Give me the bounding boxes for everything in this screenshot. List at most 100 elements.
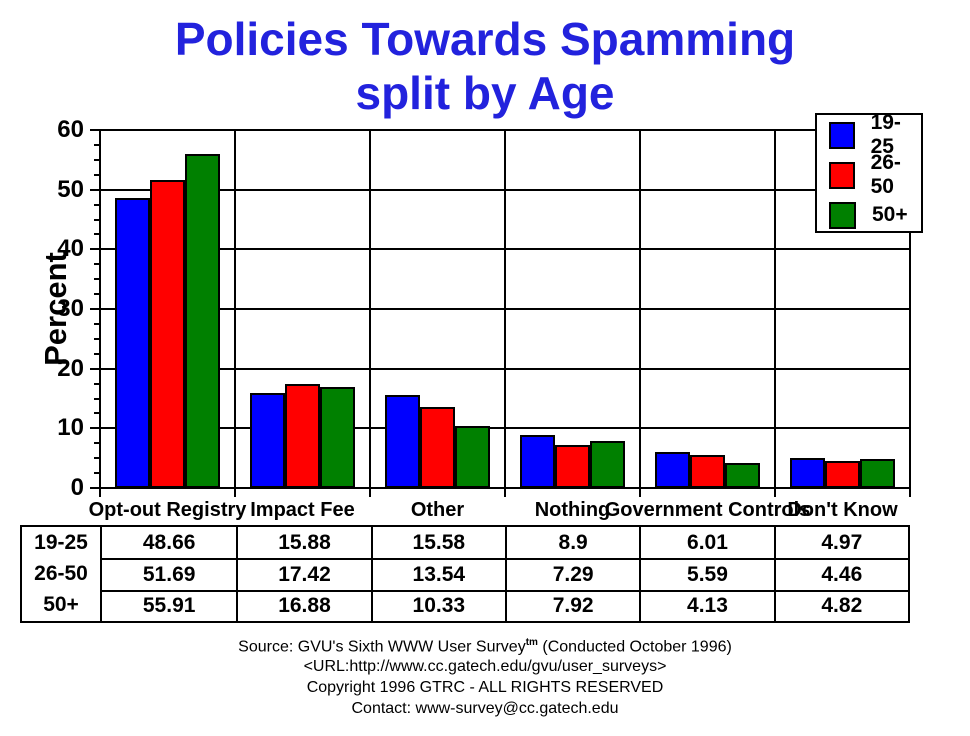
x-tick-mark [504, 488, 506, 497]
bar-50+-0 [185, 154, 220, 488]
category-label-cell: Impact Fee [235, 498, 370, 522]
category-label: Opt-out Registry [88, 499, 247, 521]
table-cell: 4.82 [773, 589, 908, 621]
bar-26-50-2 [420, 407, 455, 488]
category-label: Other [410, 499, 465, 521]
bar-26-50-4 [690, 455, 725, 488]
category-label: Don't Know [787, 499, 898, 521]
y-minor-tick-mark [94, 412, 100, 415]
table-grid: 48.66 15.88 15.58 8.9 6.01 4.97 51.69 17.42 13.5… [102, 527, 908, 621]
table-cell: 6.01 [639, 527, 773, 559]
legend-label: 50+ [872, 203, 908, 226]
y-minor-tick-mark [94, 173, 100, 176]
table-cell: 4.46 [773, 558, 908, 590]
y-minor-tick-mark [94, 457, 100, 460]
table-cell: 51.69 [102, 558, 237, 589]
bar-19-25-4 [655, 452, 690, 488]
table-row-label: 19-25 [34, 530, 88, 554]
gridline-vertical [99, 129, 101, 489]
y-tick-label: 20 [57, 354, 84, 382]
bar-19-25-3 [520, 435, 555, 488]
bar-26-50-0 [150, 180, 185, 488]
footer-copyright: Copyright 1996 GTRC - ALL RIGHTS RESERVE… [306, 679, 664, 697]
table-cell: 7.29 [504, 558, 640, 590]
bar-50+-5 [860, 459, 895, 488]
category-label: Nothing [534, 499, 611, 521]
footer-source: Source: GVU's Sixth WWW User Surveytm (C… [0, 633, 970, 657]
category-label-cell: Opt-out Registry [89, 498, 247, 522]
y-minor-tick-mark [94, 337, 100, 340]
footer-source-text: Source: GVU's Sixth WWW User Survey [238, 638, 526, 656]
y-minor-tick-mark [94, 218, 100, 221]
y-minor-tick-mark [94, 397, 100, 400]
y-minor-tick-mark [94, 233, 100, 236]
x-tick-mark [639, 488, 641, 497]
table-cell: 48.66 [142, 530, 196, 554]
bar-19-25-2 [385, 395, 420, 488]
y-tick-label: 40 [57, 235, 84, 263]
gridline-vertical [639, 129, 641, 489]
category-label-cell: Don't Know [775, 498, 910, 522]
y-minor-tick-mark [94, 158, 100, 161]
legend-swatch [829, 121, 855, 149]
category-labels: Opt-out Registry Impact Fee Other Nothing Go… [89, 498, 910, 522]
x-tick-mark [234, 488, 236, 497]
footer-url: <URL:http://www.cc.gatech.edu/gvu/user_s… [303, 658, 667, 676]
footer: Source: GVU's Sixth WWW User Surveytm (C… [0, 633, 970, 719]
table-cell: 55.91 [102, 589, 237, 621]
legend-item: 50+ [829, 201, 908, 229]
bar-19-25-5 [790, 458, 825, 488]
bar-50+-2 [455, 426, 490, 488]
table-cell: 15.88 [236, 527, 370, 559]
table-row-label: 26-50 [34, 561, 88, 585]
bar-26-50-3 [555, 445, 590, 488]
y-tick-label: 60 [57, 116, 84, 143]
y-minor-tick-mark [94, 382, 100, 385]
legend-label: 26-50 [870, 151, 901, 198]
x-tick-mark [909, 488, 911, 497]
legend-item: 19-25 [829, 111, 921, 158]
bar-26-50-1 [285, 384, 320, 488]
legend-label: 19-25 [870, 111, 901, 158]
y-tick-label: 30 [57, 295, 84, 322]
gridline-vertical [369, 129, 371, 489]
chart-title-line1: Policies Towards Spamming [174, 13, 796, 65]
table-cell: 17.42 [236, 558, 371, 590]
y-minor-tick-mark [94, 203, 100, 206]
x-tick-mark [99, 488, 101, 497]
chart-title-line2: split by Age [355, 67, 615, 119]
table-cell: 16.88 [236, 589, 371, 621]
category-label-cell: Government Controls [605, 498, 811, 522]
y-tick-mark [90, 427, 100, 430]
footer-source-suffix: (Conducted October 1996) [537, 638, 732, 656]
y-tick-label: 50 [57, 175, 84, 203]
x-axis-ticks [99, 488, 911, 498]
category-label: Government Controls [604, 499, 811, 521]
bar-26-50-5 [825, 461, 860, 488]
gridline-vertical [909, 129, 911, 489]
table-cell: 15.58 [370, 527, 505, 559]
bar-50+-1 [320, 387, 355, 488]
table-row-labels: 19-25 26-50 50+ [22, 527, 102, 621]
y-axis: 0 10 20 30 40 50 60 [0, 117, 100, 501]
category-label-cell: Nothing [505, 498, 640, 522]
legend: 19-25 26-50 50+ [815, 111, 923, 233]
y-minor-tick-mark [94, 293, 100, 296]
y-minor-tick-mark [94, 352, 100, 355]
table-cell: 8.9 [504, 527, 639, 559]
table-cell: 13.54 [370, 558, 505, 590]
gridline-vertical [234, 129, 236, 489]
plot-area [99, 129, 911, 489]
y-tick-mark [90, 188, 100, 191]
y-tick-label: 10 [57, 414, 84, 442]
chart-title: Policies Towards Spamming split by Age [0, 12, 970, 120]
y-minor-tick-mark [94, 322, 100, 325]
bar-50+-4 [725, 463, 760, 488]
y-tick-label: 0 [70, 474, 84, 501]
footer-contact: Contact: www-survey@cc.gatech.edu [351, 700, 619, 718]
x-tick-mark [369, 488, 371, 497]
table-cell: 10.33 [370, 589, 505, 621]
bar-19-25-1 [250, 393, 285, 488]
trademark-superscript: tm [525, 637, 538, 648]
